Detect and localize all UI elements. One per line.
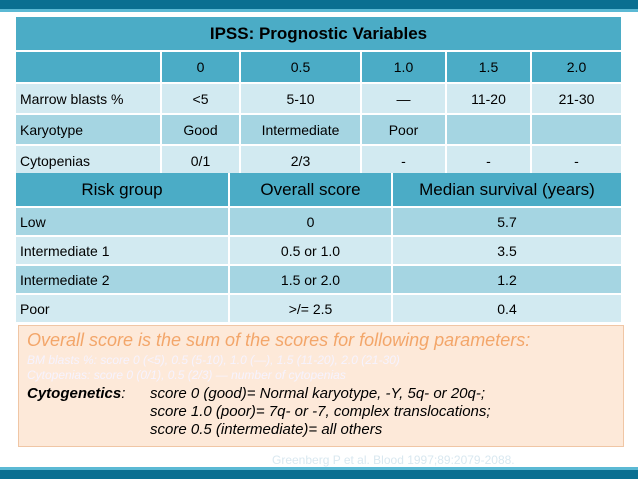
table-header-cell: 1.5 bbox=[445, 51, 531, 83]
row-label: Intermediate 1 bbox=[16, 235, 229, 265]
bottom-accent-bar bbox=[0, 470, 638, 479]
table-header-cell bbox=[16, 51, 161, 83]
table-cell: 0.5 or 1.0 bbox=[228, 235, 392, 265]
table-cell: - bbox=[445, 144, 531, 175]
table-row: Low 0 5.7 bbox=[16, 206, 621, 236]
row-label: Intermediate 2 bbox=[16, 264, 229, 294]
table-cell: - bbox=[530, 144, 621, 175]
table-cell: 5-10 bbox=[239, 82, 361, 114]
table-cell: <5 bbox=[160, 82, 240, 114]
table-header-cell: 1.0 bbox=[360, 51, 446, 83]
cytogenetics-line: score 0 (good)= Normal karyotype, -Y, 5q… bbox=[150, 385, 486, 402]
table-cell: 0.4 bbox=[391, 293, 621, 322]
cytogenetics-label-text: Cytogenetics bbox=[27, 385, 122, 402]
table-cell bbox=[530, 113, 621, 145]
notes-heading: Overall score is the sum of the scores f… bbox=[27, 330, 531, 350]
bottom-accent-stripe bbox=[0, 467, 638, 470]
table-row: Poor >/= 2.5 0.4 bbox=[16, 293, 621, 322]
table-row: Intermediate 2 1.5 or 2.0 1.2 bbox=[16, 264, 621, 294]
notes-blasts-line: BM blasts %: score 0 (<5), 0.5 (5-10), 1… bbox=[27, 353, 400, 367]
table-cell: 3.5 bbox=[391, 235, 621, 265]
table-header-cell: 0 bbox=[160, 51, 240, 83]
table-cell: 1.5 or 2.0 bbox=[228, 264, 392, 294]
row-label: Low bbox=[16, 206, 229, 236]
notes-cytopenias-line: Cytopenias: score 0 (0/1), 0.5 (2/3) — n… bbox=[27, 368, 346, 382]
table-cell bbox=[445, 113, 531, 145]
table-cell: - bbox=[360, 144, 446, 175]
risk-group-table: Risk group Overall score Median survival… bbox=[16, 173, 621, 322]
table-cell: Good bbox=[160, 113, 240, 145]
table-cell: 5.7 bbox=[391, 206, 621, 236]
table-header-cell: 2.0 bbox=[530, 51, 621, 83]
table-title: IPSS: Prognostic Variables bbox=[16, 17, 621, 52]
table-row: Karyotype Good Intermediate Poor bbox=[16, 113, 621, 145]
table-cell: Poor bbox=[360, 113, 446, 145]
table-row: Cytopenias 0/1 2/3 - - - bbox=[16, 144, 621, 175]
table-row: Marrow blasts % <5 5-10 — 11-20 21-30 bbox=[16, 82, 621, 114]
table-cell: 1.2 bbox=[391, 264, 621, 294]
table-row: Intermediate 1 0.5 or 1.0 3.5 bbox=[16, 235, 621, 265]
table-cell: — bbox=[360, 82, 446, 114]
table-cell: >/= 2.5 bbox=[228, 293, 392, 322]
top-accent-bar bbox=[0, 0, 638, 9]
scoring-notes-box: Overall score is the sum of the scores f… bbox=[18, 325, 624, 447]
prognostic-variables-table: IPSS: Prognostic Variables 0 0.5 1.0 1.5… bbox=[16, 17, 621, 175]
table-cell: 21-30 bbox=[530, 82, 621, 114]
table-cell: 0/1 bbox=[160, 144, 240, 175]
table-header-cell: Overall score bbox=[228, 173, 392, 207]
table-cell: 0 bbox=[228, 206, 392, 236]
cytogenetics-label-colon: : bbox=[121, 385, 126, 402]
row-label: Marrow blasts % bbox=[16, 82, 161, 114]
cytogenetics-label: Cytogenetics: bbox=[27, 385, 125, 402]
row-label: Poor bbox=[16, 293, 229, 322]
table-cell: Intermediate bbox=[239, 113, 361, 145]
table-cell: 2/3 bbox=[239, 144, 361, 175]
top-accent-stripe bbox=[0, 9, 638, 12]
cytogenetics-line: score 0.5 (intermediate)= all others bbox=[150, 421, 383, 438]
citation: Greenberg P et al. Blood 1997;89:2079-20… bbox=[272, 453, 515, 467]
table-header-cell: Median survival (years) bbox=[391, 173, 621, 207]
table-header-cell: Risk group bbox=[16, 173, 229, 207]
table-cell: 11-20 bbox=[445, 82, 531, 114]
row-label: Cytopenias bbox=[16, 144, 161, 175]
table-header-cell: 0.5 bbox=[239, 51, 361, 83]
cytogenetics-line: score 1.0 (poor)= 7q- or -7, complex tra… bbox=[150, 403, 491, 420]
row-label: Karyotype bbox=[16, 113, 161, 145]
